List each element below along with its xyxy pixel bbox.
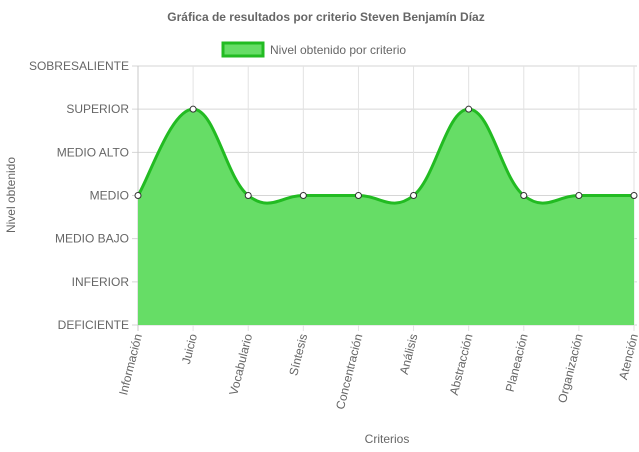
x-axis-title: Criterios [365,432,410,446]
data-point[interactable] [134,192,142,199]
y-tick-label: SOBRESALIENTE [29,59,129,73]
data-point[interactable] [520,192,528,199]
y-tick-label: MEDIO ALTO [57,145,129,159]
series-area-fill [138,109,634,326]
data-point[interactable] [630,192,638,199]
chart-title: Gráfica de resultados por criterio Steve… [167,10,484,24]
data-point[interactable] [244,192,252,199]
x-tick-label: Abstracción [447,332,476,396]
x-tick-label: Organización [555,332,586,404]
y-tick-labels: DEFICIENTE INFERIOR MEDIO BAJO MEDIO MEDIO A… [29,59,129,332]
data-point[interactable] [575,192,583,199]
x-tick-label: Síntesis [286,332,310,377]
y-tick-label: INFERIOR [72,275,130,289]
y-tick-label: DEFICIENTE [58,318,129,332]
data-point[interactable] [189,105,197,113]
legend-swatch [221,41,265,58]
data-point[interactable] [410,192,418,199]
x-tick-label: Juicio [179,332,200,365]
y-tick-label: SUPERIOR [66,102,129,116]
x-tick-label: Vocabulario [226,332,255,397]
data-points [134,105,638,199]
plot-area [136,107,634,326]
series-line [136,107,634,205]
y-axis-title: Nivel obtenido [4,157,18,233]
data-point[interactable] [299,192,307,199]
x-tick-label: Análisis [397,332,421,376]
data-point[interactable] [354,192,362,199]
legend-label: Nivel obtenido por criterio [270,43,406,57]
x-tick-label: Planeación [503,332,531,393]
x-tick-labels: Información Juicio Vocabulario Síntesis Conc… [116,332,639,411]
x-tick-label: Atención [616,332,639,381]
data-point[interactable] [465,105,473,113]
y-tick-label: MEDIO [90,189,129,203]
x-tick-label: Información [116,332,145,396]
y-tick-label: MEDIO BAJO [55,232,129,246]
legend[interactable]: Nivel obtenido por criterio [221,41,406,58]
x-tick-label: Concentración [333,332,365,410]
